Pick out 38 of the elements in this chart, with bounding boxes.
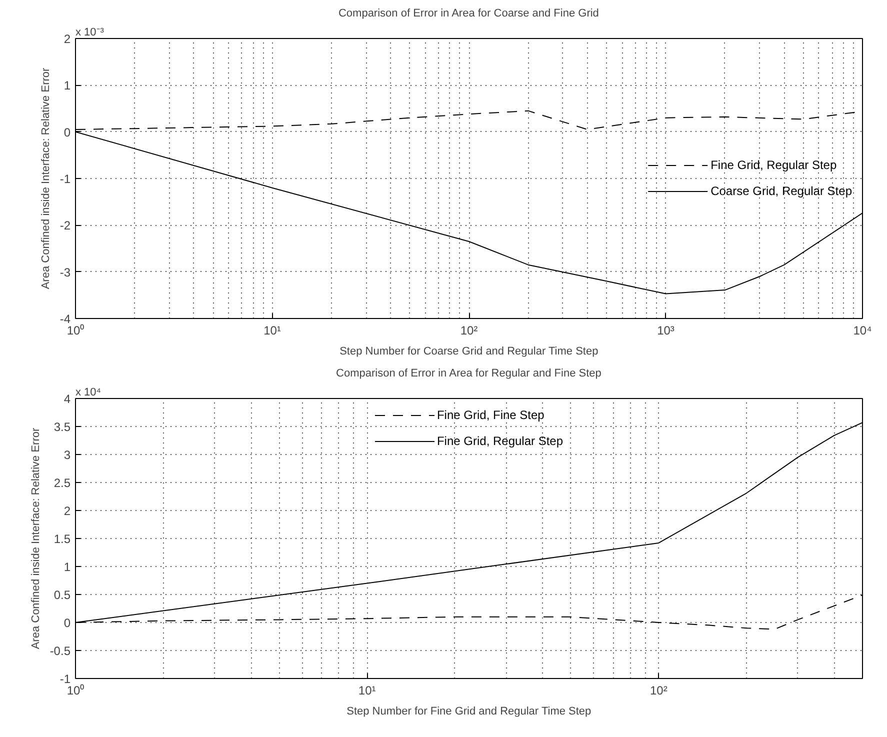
y-tick-label: -4 — [60, 312, 71, 326]
legend-label: Coarse Grid, Regular Step — [710, 184, 852, 198]
annotation: x 10⁴ — [76, 386, 102, 398]
text: x 10⁻³ — [76, 26, 104, 38]
y-tick-label: -0.5 — [50, 644, 71, 658]
y-tick-label: 2.5 — [54, 476, 71, 490]
y-tick-label: 1.5 — [54, 532, 71, 546]
y-tick-label: -3 — [60, 265, 71, 280]
y-tick-label: 0 — [64, 125, 71, 140]
x-axis-title: Step Number for Fine Grid and Regular Time Step — [346, 706, 592, 718]
y-tick-label: 3 — [64, 448, 71, 462]
x-tick-label: 10¹ — [264, 324, 281, 338]
y-tick-label: 2 — [64, 32, 71, 46]
x-tick-label: 10⁰ — [66, 324, 84, 338]
x-tick-label: 10² — [460, 324, 478, 338]
y-tick-label: -2 — [60, 218, 71, 233]
x-tick-label: 10⁴ — [853, 324, 872, 338]
x-tick-label: 10³ — [657, 324, 674, 338]
x-axis-title: Step Number for Coarse Grid and Regular Time Step — [340, 346, 598, 358]
y-tick-label: 0.5 — [54, 588, 71, 602]
y-tick-label: -1 — [60, 672, 71, 686]
y-tick-label: -1 — [60, 172, 71, 186]
x-tick-label: 10² — [650, 684, 668, 698]
legend-label: Fine Grid, Regular Step — [436, 434, 564, 448]
y-axis-title: Area Confined inside Interface: Relative Error — [40, 67, 52, 290]
y-tick-label: 2 — [64, 504, 71, 518]
y-tick-label: 1 — [64, 78, 71, 93]
y-tick-label: 3.5 — [54, 420, 71, 434]
legend-label: Fine Grid, Fine Step — [436, 408, 544, 422]
chart-title: Comparison of Error in Area for Regular and Fine Step — [336, 368, 602, 380]
y-axis-title: Area Confined inside Interface: Relative Error — [30, 427, 42, 650]
legend-label: Fine Grid, Regular Step — [710, 158, 837, 172]
y-tick-label: 1 — [64, 560, 71, 574]
y-tick-label: 4 — [64, 392, 71, 406]
chart-title: Comparison of Error in Area for Coarse and Fine Grid — [338, 8, 599, 20]
x-tick-label: 10¹ — [358, 684, 376, 698]
y-tick-label: 0 — [64, 616, 71, 630]
x-tick-label: 10⁰ — [66, 684, 84, 698]
